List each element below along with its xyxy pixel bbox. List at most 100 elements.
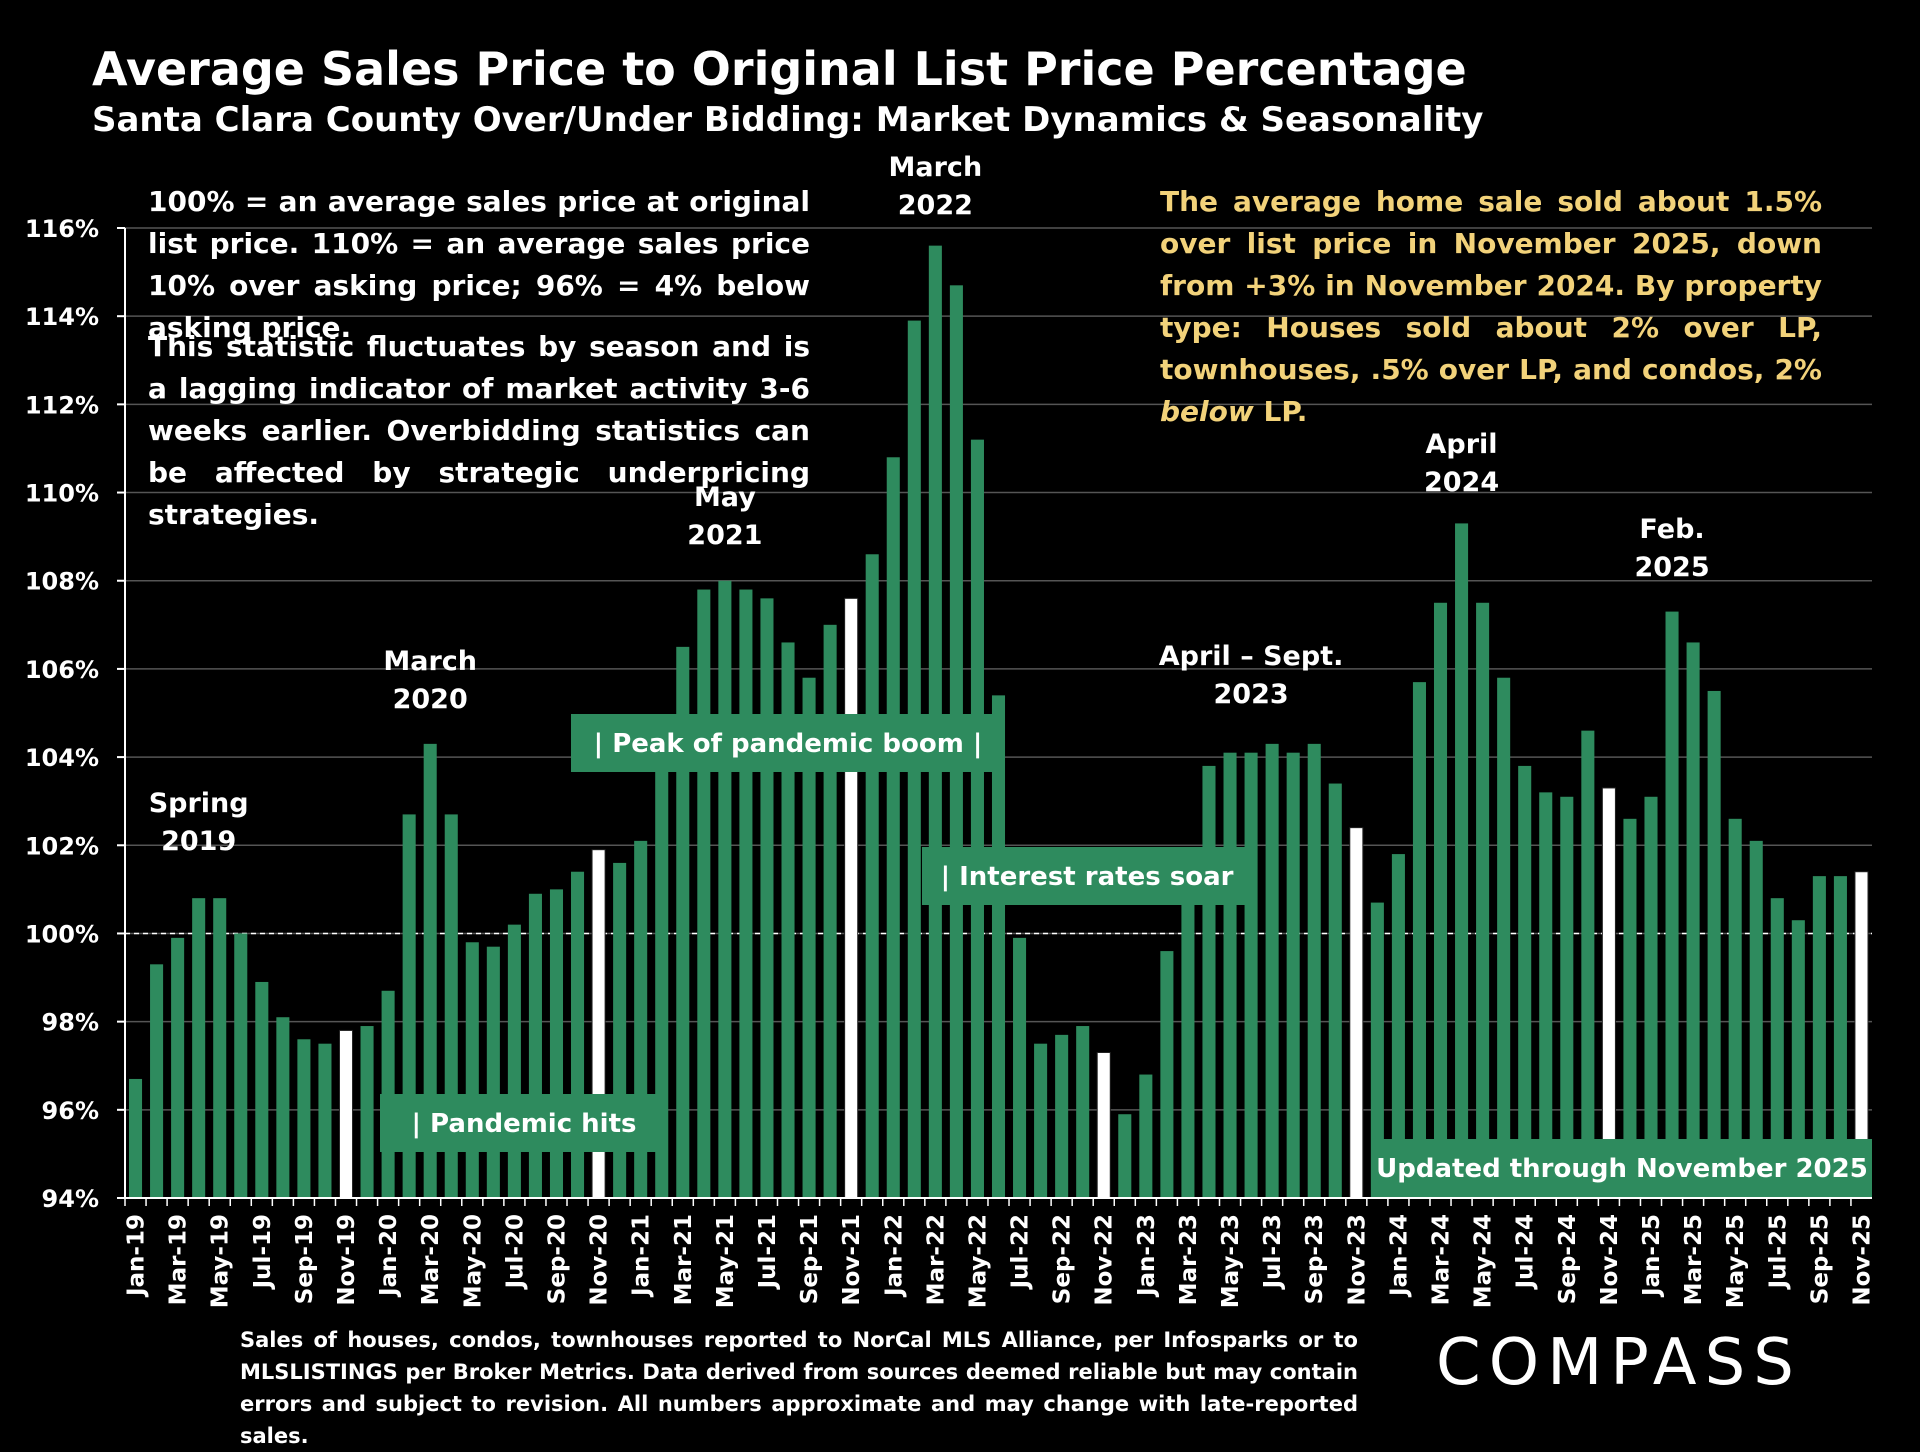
bar bbox=[1244, 752, 1258, 1198]
y-tick-label: 100% bbox=[25, 920, 99, 948]
peak-annotation: 2022 bbox=[898, 190, 973, 221]
peak-annotation: 2024 bbox=[1424, 467, 1499, 498]
peak-annotation: 2019 bbox=[161, 826, 236, 857]
x-tick-label: Sep-19 bbox=[292, 1214, 318, 1304]
bar bbox=[1686, 642, 1700, 1198]
bar bbox=[128, 1078, 143, 1198]
bar bbox=[886, 457, 900, 1199]
peak-annotation: Spring bbox=[149, 788, 249, 819]
peak-annotation: March bbox=[383, 646, 477, 677]
x-tick-label: Jan-25 bbox=[1639, 1214, 1665, 1298]
bar bbox=[739, 589, 753, 1198]
y-tick-label: 96% bbox=[42, 1097, 99, 1125]
callout-label: | Peak of pandemic boom | bbox=[594, 729, 983, 759]
x-tick-label: Nov-25 bbox=[1849, 1214, 1875, 1306]
x-tick-label: Jul-24 bbox=[1513, 1214, 1539, 1290]
x-tick-label: May-25 bbox=[1723, 1214, 1749, 1308]
x-tick-label: May-23 bbox=[1218, 1214, 1244, 1308]
x-tick-label: Jul-19 bbox=[250, 1214, 276, 1290]
x-tick-label: Nov-19 bbox=[334, 1214, 360, 1306]
x-tick-label: Nov-22 bbox=[1092, 1214, 1118, 1306]
bar bbox=[676, 646, 690, 1198]
callouts: | Pandemic hits | Peak of pandemic boom |… bbox=[380, 714, 1872, 1197]
peak-annotation: Feb. bbox=[1639, 514, 1704, 545]
bar bbox=[1770, 898, 1784, 1198]
callout-label: Updated through November 2025 bbox=[1376, 1154, 1868, 1184]
bar bbox=[760, 598, 774, 1198]
bar bbox=[423, 743, 437, 1198]
bar bbox=[823, 624, 837, 1198]
bar bbox=[1370, 902, 1384, 1198]
bar bbox=[1391, 854, 1405, 1198]
callout-box bbox=[922, 847, 1252, 905]
bar bbox=[528, 893, 542, 1198]
x-tick-label: Nov-21 bbox=[839, 1214, 865, 1306]
bar bbox=[1497, 677, 1511, 1198]
y-axis: 94% 96% 98% 100% 102% 104% 106% 108% 110% 112% 114… bbox=[25, 215, 126, 1213]
bar bbox=[486, 946, 500, 1198]
x-tick-label: Sep-21 bbox=[797, 1214, 823, 1304]
x-tick-label: Sep-24 bbox=[1555, 1214, 1581, 1304]
bar bbox=[465, 942, 479, 1198]
bar bbox=[1202, 765, 1216, 1198]
bar bbox=[1265, 743, 1279, 1198]
y-tick-label: 112% bbox=[25, 391, 99, 419]
y-tick-label: 108% bbox=[25, 568, 99, 596]
bar bbox=[234, 933, 248, 1198]
x-tick-label: Jan-23 bbox=[1134, 1214, 1160, 1298]
callout-box bbox=[380, 1094, 668, 1152]
x-tick-label: Sep-22 bbox=[1050, 1214, 1076, 1304]
bar bbox=[171, 937, 185, 1198]
bar bbox=[1539, 792, 1553, 1198]
y-tick-label: 110% bbox=[25, 480, 99, 508]
bar bbox=[1076, 1026, 1090, 1198]
callout-box bbox=[1372, 1139, 1872, 1197]
y-tick-label: 104% bbox=[25, 744, 99, 772]
x-tick-label: Jul-20 bbox=[502, 1214, 528, 1290]
summary-note: The average home sale sold about 1.5% ov… bbox=[1160, 181, 1822, 433]
bar bbox=[1812, 876, 1826, 1198]
y-tick-label: 102% bbox=[25, 832, 99, 860]
bar bbox=[991, 695, 1006, 1198]
x-tick-label: Jul-23 bbox=[1260, 1214, 1286, 1290]
bar bbox=[865, 554, 879, 1198]
y-tick-label: 116% bbox=[25, 215, 99, 243]
highlight-bar bbox=[844, 597, 859, 1199]
y-tick-label: 94% bbox=[42, 1185, 99, 1213]
bar bbox=[1433, 602, 1448, 1198]
callout-label: | Pandemic hits bbox=[412, 1109, 637, 1139]
bar bbox=[360, 1026, 374, 1198]
peak-annotation: 2020 bbox=[393, 684, 468, 715]
x-tick-label: Jan-21 bbox=[629, 1214, 655, 1298]
x-tick-label: Jan-19 bbox=[124, 1214, 150, 1298]
bar bbox=[1328, 783, 1342, 1198]
y-tick-label: 114% bbox=[25, 303, 99, 331]
x-tick-label: Sep-23 bbox=[1302, 1214, 1328, 1304]
x-tick-label: Jul-25 bbox=[1765, 1214, 1791, 1290]
peak-annotation: 2025 bbox=[1634, 552, 1709, 583]
y-tick-label: 98% bbox=[42, 1009, 99, 1037]
callout-box bbox=[571, 714, 1005, 772]
x-tick-label: Mar-22 bbox=[923, 1214, 949, 1305]
x-tick-label: Sep-20 bbox=[544, 1214, 570, 1304]
peak-annotation: May bbox=[694, 482, 756, 513]
bar bbox=[697, 589, 711, 1198]
highlight-bar bbox=[338, 1029, 354, 1199]
page-title: Average Sales Price to Original List Pri… bbox=[92, 42, 1467, 96]
bar bbox=[1055, 1034, 1069, 1198]
bar bbox=[1181, 880, 1195, 1198]
x-axis: Jan-19 Mar-19 May-19 Jul-19 Sep-19 Nov-19 Jan-… bbox=[124, 1197, 1875, 1308]
highlight-bar bbox=[1349, 827, 1364, 1199]
highlight-bar bbox=[1096, 1052, 1111, 1199]
bar bbox=[1749, 840, 1763, 1198]
bar bbox=[970, 439, 984, 1198]
bar bbox=[1581, 730, 1595, 1198]
x-tick-label: Nov-20 bbox=[587, 1214, 613, 1306]
x-tick-label: Jan-24 bbox=[1386, 1214, 1412, 1298]
callout-label: | Interest rates soar bbox=[941, 862, 1234, 892]
bar bbox=[1307, 743, 1321, 1198]
peak-annotation: April bbox=[1426, 429, 1498, 460]
x-tick-label: Sep-25 bbox=[1807, 1214, 1833, 1304]
bar bbox=[1728, 818, 1742, 1198]
bar bbox=[1412, 682, 1426, 1198]
